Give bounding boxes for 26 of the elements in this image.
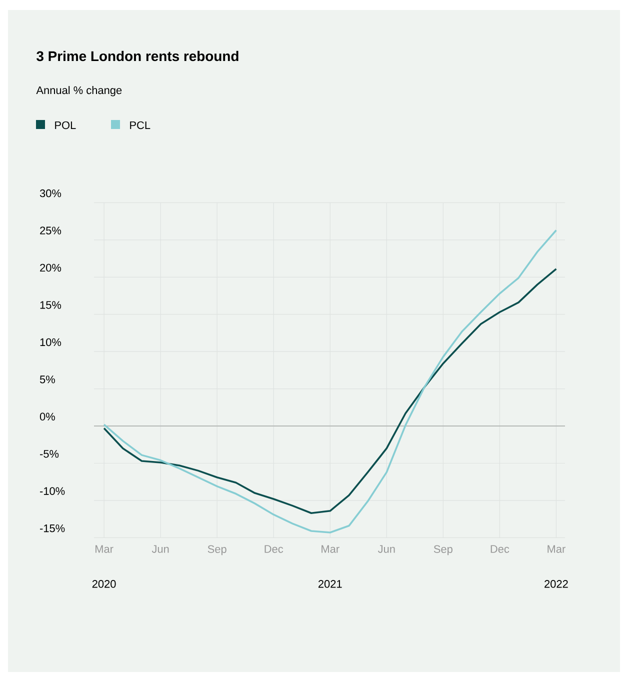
y-tick-label: -15% bbox=[40, 524, 65, 532]
x-tick-label: Jun bbox=[152, 545, 169, 553]
x-tick-label: Sep bbox=[208, 545, 226, 556]
x-tick-label: Mar bbox=[548, 545, 566, 553]
legend-label: PCL bbox=[130, 121, 150, 130]
y-tick-label: -5% bbox=[40, 450, 59, 458]
x-tick-label: Mar bbox=[322, 545, 340, 553]
legend-label: POL bbox=[55, 121, 76, 130]
x-tick-label: Sep bbox=[434, 545, 452, 556]
x-tick-label: Dec bbox=[490, 545, 510, 553]
y-tick-label: 10% bbox=[40, 338, 62, 346]
y-tick-label: 15% bbox=[40, 301, 62, 309]
y-tick-label: 5% bbox=[40, 376, 55, 384]
y-tick-label: 0% bbox=[40, 412, 55, 421]
text: 2022 bbox=[544, 580, 568, 588]
x-tick-label: Dec bbox=[264, 545, 284, 553]
y-tick-label: 20% bbox=[40, 264, 62, 272]
y-tick-label: 25% bbox=[40, 226, 62, 234]
text: 2021 bbox=[318, 580, 342, 588]
x-tick-label: Mar bbox=[96, 545, 114, 553]
x-tick-label: Jun bbox=[378, 545, 395, 553]
y-tick-label: -10% bbox=[40, 487, 65, 495]
y-tick-label: 30% bbox=[40, 189, 62, 198]
text: 2020 bbox=[92, 580, 116, 588]
chart-subtitle: Annual % change bbox=[36, 86, 122, 96]
chart-title: 3 Prime London rents rebound bbox=[36, 50, 238, 62]
